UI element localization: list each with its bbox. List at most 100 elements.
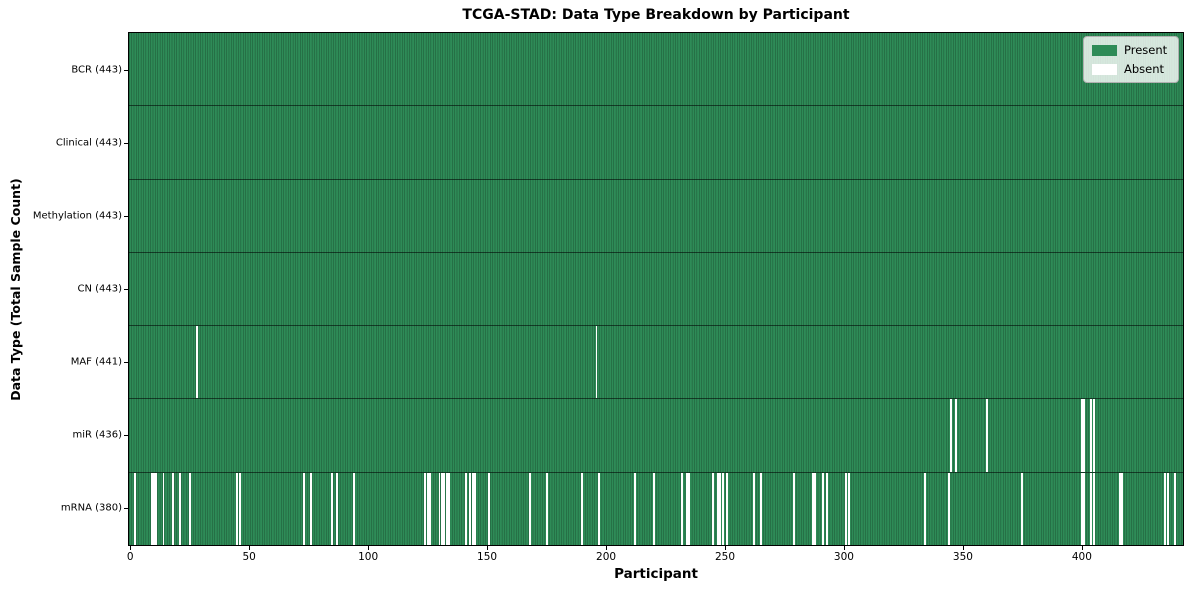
legend-label-absent: Absent [1124, 62, 1165, 76]
x-tick-label: 250 [714, 551, 736, 563]
absent-cell [426, 472, 429, 545]
x-axis-label: Participant [614, 566, 698, 582]
absent-cell [1173, 472, 1176, 545]
x-tick-mark [130, 546, 132, 550]
absent-cell [440, 472, 443, 545]
absent-cell [469, 472, 472, 545]
y-tick-mark [124, 142, 128, 144]
absent-cell [826, 472, 829, 545]
y-tick-label-miR: miR (436) [72, 429, 122, 441]
absent-cell [428, 472, 431, 545]
x-tick-label: 100 [358, 551, 379, 563]
absent-cell [1090, 399, 1093, 472]
x-tick-label: 300 [833, 551, 854, 563]
absent-cell [950, 399, 952, 472]
heatmap-plot [128, 32, 1184, 546]
absent-cell [179, 472, 182, 545]
absent-cell [726, 472, 729, 545]
x-tick-label: 0 [126, 551, 134, 563]
absent-cell [1164, 472, 1167, 545]
absent-cell [821, 472, 824, 545]
absent-cell [716, 472, 719, 545]
absent-cell [688, 472, 691, 545]
absent-cell [488, 472, 491, 545]
absent-cell [597, 472, 600, 545]
absent-cell [445, 472, 448, 545]
y-tick-label-CN: CN (443) [77, 283, 122, 295]
absent-cell [448, 472, 450, 545]
absent-cell [474, 472, 477, 545]
absent-cell [1090, 472, 1093, 545]
absent-cell [954, 399, 957, 472]
x-tick-mark [843, 546, 845, 550]
x-tick-mark [962, 546, 964, 550]
y-tick-mark [124, 362, 128, 364]
absent-cell [302, 472, 305, 545]
absent-cell [172, 472, 174, 545]
x-tick-mark [606, 546, 608, 550]
absent-cell [595, 326, 598, 399]
absent-cell [238, 472, 241, 545]
heatmap-row-CN [129, 252, 1183, 327]
absent-cell [719, 472, 722, 545]
x-tick-label: 350 [952, 551, 973, 563]
absent-cell [464, 472, 467, 545]
absent-cell [1092, 399, 1095, 472]
absent-cell [155, 472, 158, 545]
absent-cell [310, 472, 312, 545]
absent-cell [759, 472, 762, 545]
legend-entry-present: Present [1092, 43, 1170, 57]
absent-cell [443, 472, 446, 545]
absent-cell [845, 472, 848, 545]
absent-cell [1080, 399, 1083, 472]
heatmap-row-BCR [129, 33, 1183, 107]
absent-cell [847, 472, 850, 545]
absent-cell [812, 472, 814, 545]
absent-cell [438, 472, 441, 545]
legend-label-present: Present [1124, 43, 1168, 57]
absent-cell [1118, 472, 1121, 545]
heatmap-row-miR [129, 399, 1183, 473]
x-tick-mark [487, 546, 489, 550]
absent-cell [1080, 472, 1083, 545]
x-tick-mark [249, 546, 251, 550]
absent-cell [1092, 472, 1095, 545]
absent-swatch-icon [1092, 63, 1117, 75]
x-tick-label: 150 [477, 551, 498, 563]
present-swatch-icon [1092, 44, 1117, 56]
legend: Present Absent [1083, 36, 1179, 83]
absent-cell [721, 472, 724, 545]
absent-cell [752, 472, 755, 545]
absent-cell [188, 472, 191, 545]
y-tick-mark [124, 435, 128, 437]
absent-cell [1166, 472, 1169, 545]
y-tick-label-BCR: BCR (443) [71, 64, 122, 76]
absent-cell [947, 472, 950, 545]
y-tick-label-Methylation: Methylation (443) [32, 210, 122, 222]
absent-cell [195, 326, 198, 399]
absent-cell [1021, 472, 1024, 545]
legend-entry-absent: Absent [1092, 62, 1170, 76]
heatmap-row-MAF [129, 326, 1183, 400]
absent-cell [814, 472, 817, 545]
absent-cell [633, 472, 636, 545]
absent-cell [528, 472, 531, 545]
absent-cell [793, 472, 795, 545]
absent-cell [1083, 399, 1086, 472]
x-tick-mark [724, 546, 726, 550]
x-tick-label: 400 [1071, 551, 1092, 563]
heatmap-row-mRNA [129, 472, 1183, 545]
y-tick-mark [124, 69, 128, 71]
absent-cell [471, 472, 474, 545]
y-tick-mark [124, 215, 128, 217]
y-tick-label-mRNA: mRNA (380) [60, 502, 122, 514]
absent-cell [424, 472, 427, 545]
absent-cell [133, 472, 136, 545]
y-tick-mark [124, 508, 128, 510]
y-tick-label-MAF: MAF (441) [70, 356, 122, 368]
absent-cell [162, 472, 165, 545]
absent-cell [685, 472, 688, 545]
absent-cell [352, 472, 355, 545]
absent-cell [923, 472, 926, 545]
